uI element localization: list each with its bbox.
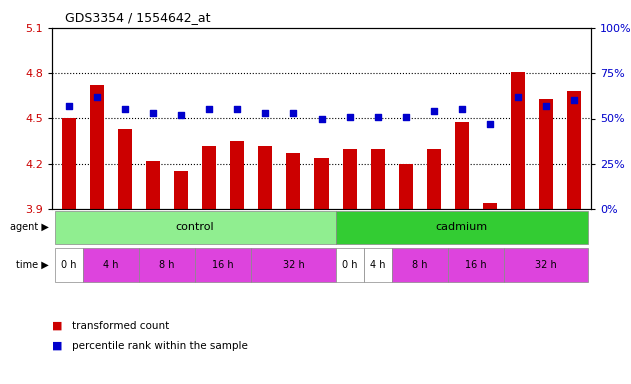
Bar <box>567 91 581 209</box>
Text: 4 h: 4 h <box>103 260 119 270</box>
Bar <box>202 146 216 209</box>
Bar <box>363 248 392 282</box>
Bar <box>139 248 195 282</box>
Bar <box>336 211 588 244</box>
Bar <box>511 72 525 209</box>
Text: transformed count: transformed count <box>72 321 170 331</box>
Point <box>204 106 215 113</box>
Bar <box>251 248 336 282</box>
Point <box>485 121 495 127</box>
Bar <box>504 248 588 282</box>
Point <box>120 106 130 113</box>
Bar <box>83 248 139 282</box>
Point <box>401 114 411 120</box>
Bar <box>195 248 251 282</box>
Point <box>345 114 355 120</box>
Bar <box>314 158 329 209</box>
Bar <box>455 121 469 209</box>
Bar <box>448 248 504 282</box>
Text: 16 h: 16 h <box>213 260 234 270</box>
Text: percentile rank within the sample: percentile rank within the sample <box>72 341 248 351</box>
Text: GDS3354 / 1554642_at: GDS3354 / 1554642_at <box>64 11 210 24</box>
Text: cadmium: cadmium <box>436 222 488 232</box>
Point <box>317 116 327 122</box>
Bar <box>55 211 336 244</box>
Bar <box>286 153 300 209</box>
Bar <box>399 164 413 209</box>
Bar <box>146 161 160 209</box>
Point <box>92 94 102 100</box>
Bar <box>343 149 357 209</box>
Point <box>569 97 579 103</box>
Bar <box>392 248 448 282</box>
Text: 16 h: 16 h <box>465 260 487 270</box>
Point <box>232 106 242 113</box>
Point <box>64 103 74 109</box>
Point <box>261 110 271 116</box>
Text: control: control <box>176 222 215 232</box>
Text: 4 h: 4 h <box>370 260 386 270</box>
Bar <box>336 248 363 282</box>
Bar <box>174 171 188 209</box>
Point <box>457 106 467 113</box>
Bar <box>483 203 497 209</box>
Text: 32 h: 32 h <box>283 260 304 270</box>
Point <box>428 108 439 114</box>
Text: 8 h: 8 h <box>412 260 428 270</box>
Point <box>148 110 158 116</box>
Bar <box>90 85 104 209</box>
Point <box>513 94 523 100</box>
Text: 0 h: 0 h <box>342 260 357 270</box>
Text: ■: ■ <box>52 341 62 351</box>
Text: 8 h: 8 h <box>160 260 175 270</box>
Text: ■: ■ <box>52 321 62 331</box>
Point <box>288 110 298 116</box>
Bar <box>62 119 76 209</box>
Bar <box>427 149 441 209</box>
Text: 32 h: 32 h <box>535 260 557 270</box>
Text: agent ▶: agent ▶ <box>10 222 49 232</box>
Text: time ▶: time ▶ <box>16 260 49 270</box>
Bar <box>539 99 553 209</box>
Bar <box>258 146 273 209</box>
Bar <box>118 129 132 209</box>
Point <box>541 103 551 109</box>
Bar <box>55 248 83 282</box>
Point <box>176 112 186 118</box>
Point <box>372 114 382 120</box>
Bar <box>370 149 385 209</box>
Text: 0 h: 0 h <box>61 260 76 270</box>
Bar <box>230 141 244 209</box>
